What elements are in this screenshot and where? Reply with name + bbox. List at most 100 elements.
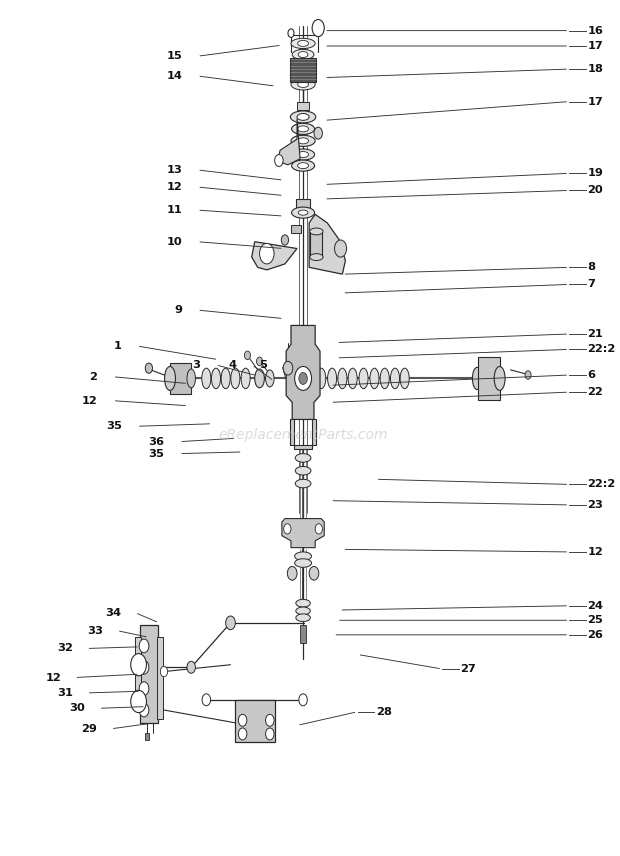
Circle shape bbox=[139, 682, 149, 695]
Bar bbox=[135, 638, 141, 710]
Ellipse shape bbox=[297, 114, 309, 121]
Circle shape bbox=[299, 372, 308, 384]
Text: 12: 12 bbox=[45, 673, 61, 682]
Text: 24: 24 bbox=[587, 601, 603, 611]
Bar bbox=[140, 625, 158, 722]
Ellipse shape bbox=[298, 138, 309, 144]
Circle shape bbox=[244, 351, 250, 360]
Ellipse shape bbox=[291, 160, 314, 171]
Text: 12: 12 bbox=[587, 547, 603, 557]
Ellipse shape bbox=[380, 368, 389, 389]
Text: 2: 2 bbox=[89, 372, 97, 382]
Bar bbox=[296, 199, 311, 211]
Circle shape bbox=[312, 20, 324, 37]
Text: 9: 9 bbox=[174, 305, 182, 315]
Text: 16: 16 bbox=[587, 26, 603, 36]
Bar bbox=[170, 363, 191, 394]
Text: 11: 11 bbox=[166, 205, 182, 215]
Circle shape bbox=[131, 654, 146, 676]
Text: 32: 32 bbox=[58, 644, 73, 653]
Text: 8: 8 bbox=[587, 262, 595, 272]
Ellipse shape bbox=[202, 368, 211, 389]
Ellipse shape bbox=[494, 366, 505, 390]
Circle shape bbox=[161, 667, 167, 677]
Text: 28: 28 bbox=[376, 707, 392, 716]
Text: 14: 14 bbox=[166, 71, 182, 81]
Ellipse shape bbox=[291, 149, 314, 160]
Ellipse shape bbox=[327, 368, 337, 389]
Ellipse shape bbox=[298, 152, 309, 158]
Polygon shape bbox=[290, 419, 316, 449]
Circle shape bbox=[187, 662, 195, 674]
Bar bbox=[290, 58, 316, 82]
Circle shape bbox=[238, 728, 247, 740]
Text: 1: 1 bbox=[114, 341, 122, 351]
Ellipse shape bbox=[292, 50, 314, 60]
Ellipse shape bbox=[291, 79, 315, 90]
Text: 31: 31 bbox=[58, 688, 73, 698]
Text: 21: 21 bbox=[587, 329, 603, 339]
Circle shape bbox=[265, 728, 274, 740]
Text: 36: 36 bbox=[148, 437, 164, 447]
Circle shape bbox=[260, 243, 274, 264]
Ellipse shape bbox=[255, 369, 264, 388]
Ellipse shape bbox=[359, 368, 368, 389]
Bar bbox=[297, 102, 309, 110]
Ellipse shape bbox=[298, 81, 309, 87]
Text: 17: 17 bbox=[587, 41, 603, 51]
Circle shape bbox=[284, 524, 291, 534]
Circle shape bbox=[139, 703, 149, 716]
Circle shape bbox=[283, 361, 293, 375]
Text: 7: 7 bbox=[587, 279, 595, 289]
Text: eReplacementParts.com: eReplacementParts.com bbox=[218, 428, 388, 442]
Text: 12: 12 bbox=[166, 182, 182, 192]
Text: 35: 35 bbox=[148, 449, 164, 459]
Text: 26: 26 bbox=[587, 630, 603, 639]
Polygon shape bbox=[278, 119, 300, 164]
Ellipse shape bbox=[400, 368, 409, 389]
Ellipse shape bbox=[310, 228, 323, 235]
Text: 12: 12 bbox=[82, 395, 97, 406]
Ellipse shape bbox=[338, 368, 347, 389]
Bar bbox=[157, 638, 163, 718]
Circle shape bbox=[288, 29, 294, 38]
Text: 22:2: 22:2 bbox=[587, 344, 616, 354]
Circle shape bbox=[314, 128, 322, 140]
Ellipse shape bbox=[310, 253, 323, 260]
Circle shape bbox=[275, 155, 283, 166]
Ellipse shape bbox=[298, 126, 309, 132]
Ellipse shape bbox=[291, 135, 315, 146]
Ellipse shape bbox=[298, 210, 308, 215]
Ellipse shape bbox=[291, 39, 315, 49]
Text: 33: 33 bbox=[87, 626, 104, 635]
Ellipse shape bbox=[294, 559, 311, 568]
Polygon shape bbox=[282, 519, 324, 548]
Text: 30: 30 bbox=[69, 704, 86, 713]
Text: 29: 29 bbox=[82, 724, 97, 734]
Ellipse shape bbox=[472, 367, 482, 389]
Ellipse shape bbox=[211, 368, 221, 389]
Circle shape bbox=[525, 371, 531, 379]
Circle shape bbox=[139, 639, 149, 653]
Text: 27: 27 bbox=[460, 664, 476, 674]
Text: 4: 4 bbox=[229, 360, 237, 370]
Ellipse shape bbox=[241, 368, 250, 389]
Ellipse shape bbox=[391, 368, 399, 389]
Text: 6: 6 bbox=[587, 370, 595, 380]
Text: 19: 19 bbox=[587, 169, 603, 178]
Ellipse shape bbox=[298, 163, 309, 169]
Ellipse shape bbox=[187, 369, 195, 388]
Circle shape bbox=[281, 235, 288, 245]
Bar bbox=[311, 231, 322, 257]
Ellipse shape bbox=[291, 342, 314, 353]
Text: 18: 18 bbox=[587, 64, 603, 74]
Ellipse shape bbox=[348, 368, 357, 389]
Text: 35: 35 bbox=[106, 421, 122, 431]
Ellipse shape bbox=[164, 366, 175, 390]
Text: 13: 13 bbox=[166, 165, 182, 175]
Ellipse shape bbox=[298, 344, 308, 349]
Bar bbox=[291, 224, 301, 233]
Bar bbox=[479, 357, 500, 400]
Ellipse shape bbox=[291, 329, 314, 340]
Text: 15: 15 bbox=[166, 51, 182, 62]
